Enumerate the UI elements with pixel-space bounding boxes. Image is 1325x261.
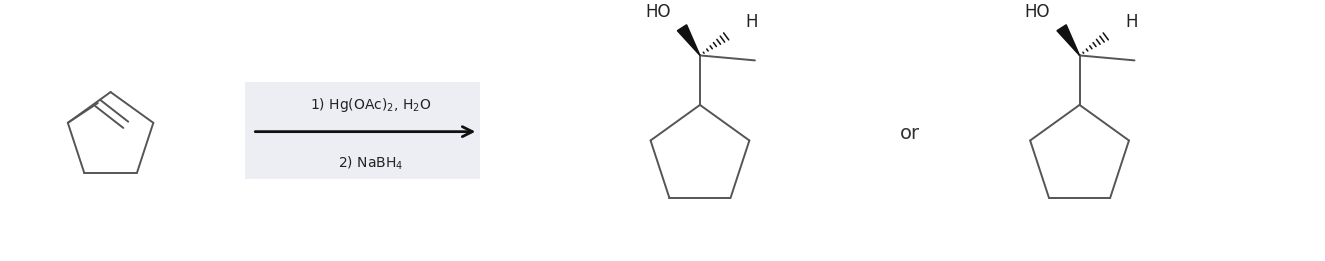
Text: H: H — [1125, 13, 1138, 31]
Text: 1) Hg(OAc)$_2$, H$_2$O: 1) Hg(OAc)$_2$, H$_2$O — [310, 96, 431, 114]
Text: or: or — [900, 124, 920, 143]
Polygon shape — [1057, 25, 1080, 55]
Text: 2) NaBH$_4$: 2) NaBH$_4$ — [338, 155, 403, 172]
Text: HO: HO — [645, 3, 670, 21]
Text: H: H — [746, 13, 758, 31]
Polygon shape — [677, 25, 700, 55]
Bar — [245, 82, 480, 179]
Text: HO: HO — [1024, 3, 1051, 21]
